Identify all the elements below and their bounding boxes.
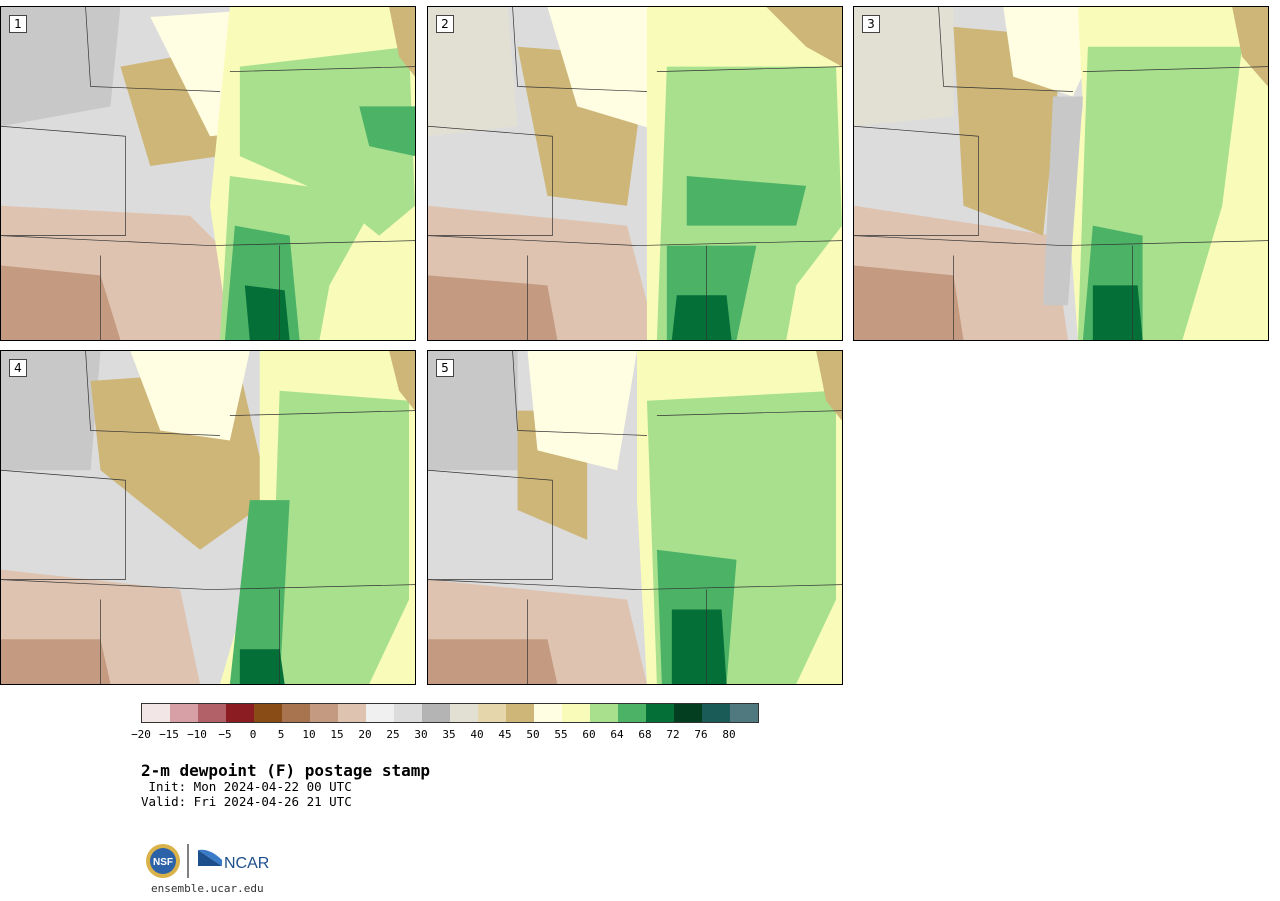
colorbar-tick-label: 25	[386, 728, 400, 741]
colorbar-swatch	[646, 704, 674, 722]
colorbar-tick-label: 50	[526, 728, 540, 741]
colorbar-tick-label: 35	[442, 728, 456, 741]
map-panel-2: 2	[427, 6, 843, 341]
ncar-logo-text: NCAR	[224, 855, 269, 872]
colorbar-tick-label: −20	[131, 728, 151, 741]
colorbar-tick-label: −5	[218, 728, 232, 741]
colorbar-tick-label: 64	[610, 728, 624, 741]
colorbar-tick-label: 0	[249, 728, 257, 741]
colorbar-tick-label: 15	[330, 728, 344, 741]
colorbar-swatch	[282, 704, 310, 722]
dewpoint-map	[428, 7, 842, 340]
colorbar-tick-label: 20	[358, 728, 372, 741]
colorbar-tick-label: 45	[498, 728, 512, 741]
colorbar-swatch	[506, 704, 534, 722]
valid-time: Valid: Fri 2024-04-26 21 UTC	[141, 794, 352, 809]
logos: NSF NCAR	[144, 842, 284, 882]
map-panel-3: 3	[853, 6, 1269, 341]
colorbar-swatch	[702, 704, 730, 722]
ncar-logo: NCAR	[198, 849, 269, 872]
colorbar-swatch	[674, 704, 702, 722]
nsf-logo: NSF	[146, 844, 180, 878]
dewpoint-map	[854, 7, 1268, 340]
colorbar-tick-label: 30	[414, 728, 428, 741]
colorbar-swatch	[142, 704, 170, 722]
figure-title: 2-m dewpoint (F) postage stamp	[141, 761, 430, 780]
colorbar-swatch	[534, 704, 562, 722]
nsf-logo-text: NSF	[153, 857, 173, 868]
colorbar	[141, 703, 759, 723]
colorbar-swatch	[590, 704, 618, 722]
colorbar-swatch	[198, 704, 226, 722]
colorbar-swatch	[226, 704, 254, 722]
colorbar-tick-label: 40	[470, 728, 484, 741]
colorbar-tick-label: 68	[638, 728, 652, 741]
panel-number: 1	[9, 15, 27, 33]
colorbar-tick-label: 76	[694, 728, 708, 741]
colorbar-tick-label: 72	[666, 728, 680, 741]
colorbar-tick-label: 80	[722, 728, 736, 741]
map-panel-4: 4	[0, 350, 416, 685]
colorbar-swatch	[366, 704, 394, 722]
colorbar-tick-label: −15	[159, 728, 179, 741]
colorbar-swatch	[254, 704, 282, 722]
colorbar-swatch	[310, 704, 338, 722]
map-panel-5: 5	[427, 350, 843, 685]
colorbar-tick-label: 55	[554, 728, 568, 741]
colorbar-swatch	[478, 704, 506, 722]
colorbar-swatch	[618, 704, 646, 722]
panel-number: 3	[862, 15, 880, 33]
colorbar-tick-label: 10	[302, 728, 316, 741]
panel-number: 2	[436, 15, 454, 33]
panel-number: 5	[436, 359, 454, 377]
dewpoint-map	[1, 351, 415, 684]
colorbar-swatch	[422, 704, 450, 722]
footer-url: ensemble.ucar.edu	[151, 882, 264, 895]
colorbar-tick-label: −10	[187, 728, 207, 741]
colorbar-swatch	[450, 704, 478, 722]
colorbar-tick-label: 5	[277, 728, 285, 741]
colorbar-swatch	[170, 704, 198, 722]
colorbar-tick-label: 60	[582, 728, 596, 741]
colorbar-swatch	[730, 704, 758, 722]
colorbar-swatch	[394, 704, 422, 722]
nsf-ncar-logo: NSF NCAR	[146, 844, 269, 878]
map-panel-1: 1	[0, 6, 416, 341]
colorbar-tick-labels: −20 −15 −10 −5 0 5 10 15 20 25 30 35 40 45 50 55 60 64 68 7…	[130, 728, 770, 742]
colorbar-swatch	[338, 704, 366, 722]
init-time: Init: Mon 2024-04-22 00 UTC	[141, 779, 352, 794]
panel-number: 4	[9, 359, 27, 377]
dewpoint-map	[428, 351, 842, 684]
colorbar-swatch	[562, 704, 590, 722]
dewpoint-map	[1, 7, 415, 340]
